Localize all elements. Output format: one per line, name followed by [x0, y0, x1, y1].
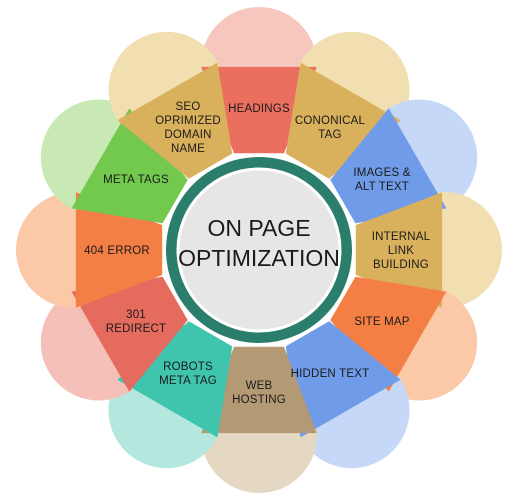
label-web-hosting: WEB HOSTING — [232, 380, 286, 406]
label-line: HOSTING — [232, 394, 286, 406]
center-title-line-2: OPTIMIZATION — [178, 245, 340, 271]
label-images-alt-text: IMAGES & ALT TEXT — [353, 167, 410, 193]
segment-headings — [201, 66, 317, 154]
label-line: HIDDEN TEXT — [291, 368, 370, 380]
label-hidden-text: HIDDEN TEXT — [291, 368, 370, 380]
segment-internal-link — [355, 192, 443, 308]
label-meta-tags: META TAGS — [103, 174, 169, 186]
center-title-line-1: ON PAGE — [207, 215, 310, 241]
label-headings: HEADINGS — [228, 103, 290, 115]
segment-meta-tags — [71, 108, 188, 224]
label-cononical-tag: CONONICAL TAG — [295, 115, 366, 141]
label-line: DOMAIN — [164, 129, 211, 141]
label-seo-domain-name: SEO OPRIMIZED DOMAIN NAME — [155, 101, 221, 155]
label-line: INTERNAL — [372, 231, 431, 243]
segment-seo-domain-name — [117, 62, 233, 179]
segment-layer — [71, 62, 447, 438]
label-internal-link: INTERNAL LINK BUILDING — [372, 231, 431, 271]
label-robots-meta-tag: ROBOTS META TAG — [159, 361, 217, 387]
label-line: 404 ERROR — [84, 245, 150, 257]
segment-404-error — [75, 192, 163, 308]
label-line: LINK — [388, 245, 414, 257]
label-line: HEADINGS — [228, 103, 290, 115]
label-line: REDIRECT — [106, 323, 166, 335]
label-line: SITE MAP — [354, 316, 409, 328]
label-line: META TAG — [159, 375, 217, 387]
label-line: WEB — [246, 380, 273, 392]
label-line: BUILDING — [373, 259, 429, 271]
segment-cononical-tag — [285, 62, 401, 179]
label-301-redirect: 301 REDIRECT — [106, 309, 166, 335]
label-line: OPRIMIZED — [155, 115, 221, 127]
label-line: NAME — [171, 143, 205, 155]
label-line: TAG — [318, 129, 341, 141]
label-line: 301 — [126, 309, 146, 321]
label-line: ROBOTS — [163, 361, 213, 373]
label-404-error: 404 ERROR — [84, 245, 150, 257]
segment-site-map — [330, 276, 447, 392]
label-line: ALT TEXT — [355, 181, 409, 193]
segment-hidden-text — [285, 321, 401, 438]
label-site-map: SITE MAP — [354, 316, 409, 328]
center-inner-disc — [176, 167, 342, 333]
segment-web-hosting — [201, 346, 317, 434]
center-hub: ON PAGE OPTIMIZATION — [166, 157, 352, 343]
segment-robots-meta-tag — [117, 321, 233, 438]
label-line: CONONICAL — [295, 115, 366, 127]
label-layer: HEADINGS CONONICAL TAG IMAGES & ALT TEXT INTE… — [84, 101, 430, 406]
label-line: META TAGS — [103, 174, 169, 186]
label-line: SEO — [176, 101, 201, 113]
label-line: IMAGES & — [353, 167, 410, 179]
segment-301-redirect — [71, 276, 188, 392]
segment-images-alt-text — [330, 108, 447, 224]
